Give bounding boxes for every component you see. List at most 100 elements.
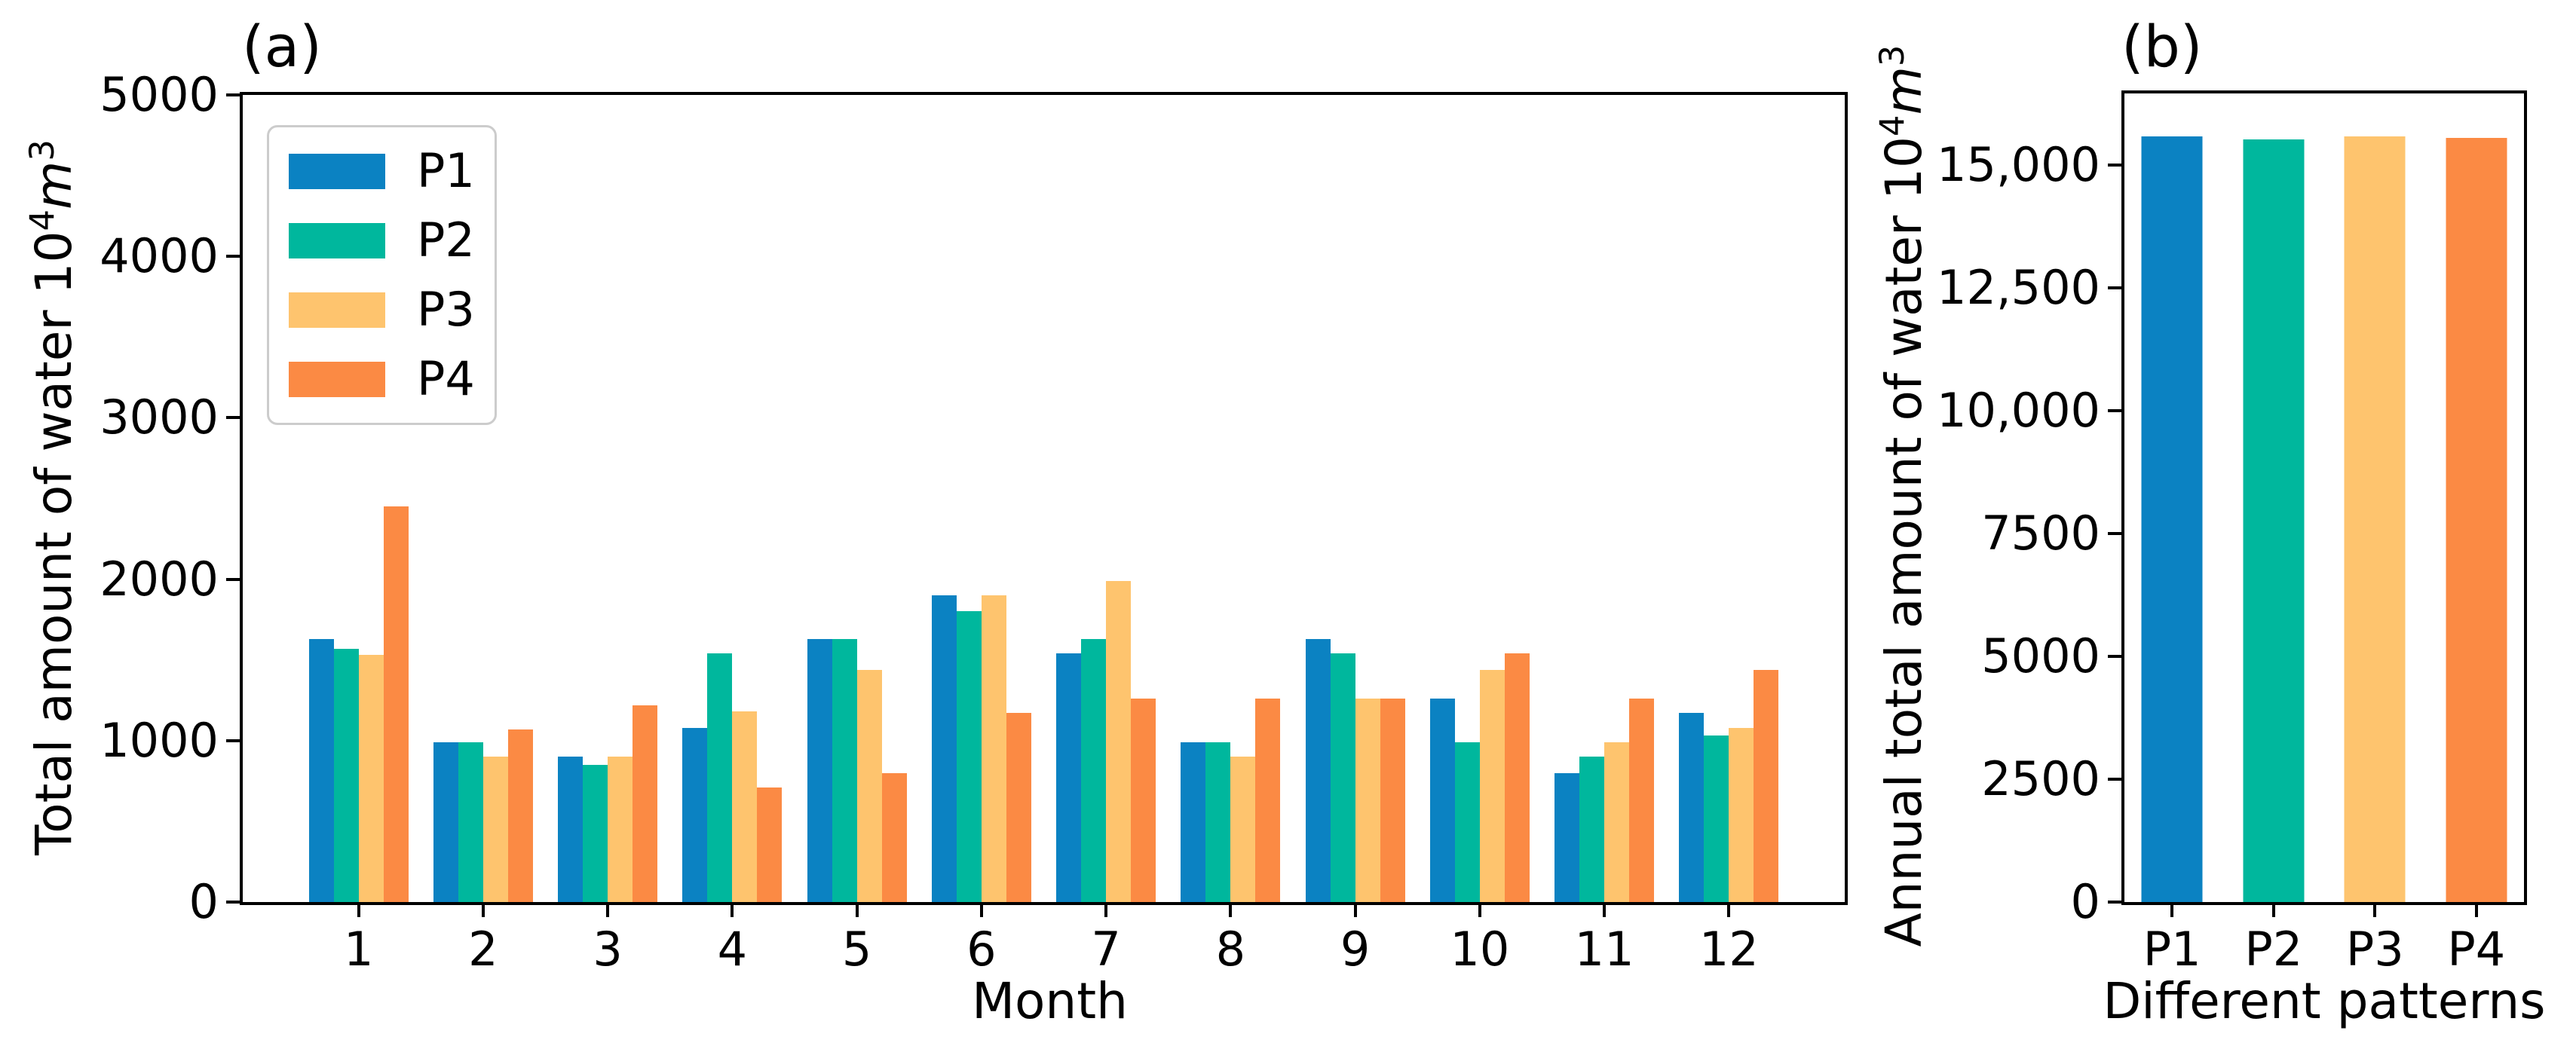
legend-label-p3: P3 (417, 282, 475, 337)
panel-b-xtick-label-P4: P4 (2447, 922, 2506, 977)
panel-a-xtick-6 (979, 902, 983, 917)
panel-a-bar-group-9 (1305, 95, 1405, 902)
bar-panel-a-month4-p2 (707, 653, 733, 902)
panel-b-ytick-2500 (2108, 777, 2124, 781)
bar-panel-b-annual-p1 (2141, 136, 2203, 902)
panel-a-xtick-label-4: 4 (717, 922, 748, 977)
panel-a-ytick-label-4000: 4000 (100, 228, 219, 284)
bar-panel-a-month12-p4 (1754, 669, 1779, 902)
bar-panel-a-month11-p4 (1629, 699, 1655, 902)
panel-b-ytick-label-2500: 2500 (1981, 751, 2100, 806)
bar-panel-b-annual-p2 (2243, 139, 2305, 902)
panel-a-bar-group-1 (308, 95, 409, 902)
bar-panel-a-month6-p2 (956, 611, 982, 902)
bar-panel-a-month6-p3 (981, 595, 1006, 902)
bar-panel-a-month9-p2 (1330, 653, 1355, 902)
panel-a-xtick-label-5: 5 (841, 922, 872, 977)
panel-a-xtick-4 (731, 902, 734, 917)
bar-panel-a-month2-p4 (507, 729, 533, 902)
panel-b-ytick-0 (2108, 901, 2124, 904)
legend-swatch-p3 (289, 292, 385, 328)
panel-a-bar-group-8 (1181, 95, 1281, 902)
panel-b-ytick-label-0: 0 (2070, 874, 2100, 929)
bar-panel-a-month8-p4 (1255, 699, 1281, 902)
panel-a-ytick-label-0: 0 (188, 874, 219, 929)
panel-b-ytick-7500 (2108, 531, 2124, 535)
panel-a-ytick-4000 (226, 255, 243, 258)
panel-a-xtick-label-2: 2 (468, 922, 498, 977)
panel-a-ytick-1000 (226, 739, 243, 742)
panel-b-ytick-15000 (2108, 163, 2124, 167)
panel-b-bar-group-P2 (2243, 93, 2305, 902)
bar-panel-a-month6-p4 (1006, 713, 1031, 902)
panel-a-ylabel-unit-exponent: 4 (22, 209, 62, 231)
panel-a-bar-group-6 (931, 95, 1031, 902)
panel-a-xtick-7 (1104, 902, 1108, 917)
panel-a-ytick-3000 (226, 416, 243, 420)
bar-panel-a-month10-p1 (1429, 699, 1455, 902)
bar-panel-a-month10-p4 (1504, 653, 1530, 902)
panel-a-ytick-2000 (226, 577, 243, 581)
panel-a-ylabel-text: Total amount of water (25, 294, 83, 855)
panel-a-xtick-label-7: 7 (1091, 922, 1121, 977)
bar-panel-a-month12-p1 (1679, 713, 1705, 902)
panel-a-xlabel: Month (972, 972, 1128, 1030)
panel-b-xtick-P3 (2373, 902, 2377, 917)
legend-swatch-p2 (289, 222, 385, 258)
panel-b-ylabel-unit-base: 10 (1875, 136, 1933, 200)
bar-panel-a-month5-p3 (856, 669, 882, 902)
panel-b-ylabel-unit-exponent: 4 (1872, 115, 1912, 136)
bar-panel-a-month1-p2 (333, 648, 359, 902)
panel-b-ytick-label-7500: 7500 (1981, 505, 2100, 561)
panel-a-ytick-5000 (226, 93, 243, 96)
panel-a-ylabel-var-exponent: 3 (22, 139, 62, 161)
panel-a-ytick-0 (226, 901, 243, 904)
panel-a-xtick-label-6: 6 (966, 922, 997, 977)
legend-item-p4: P4 (289, 344, 475, 414)
panel-a-ytick-label-1000: 1000 (100, 712, 219, 768)
panel-a-ylabel: Total amount of water 104m3 (22, 139, 83, 855)
panel-a-xtick-label-10: 10 (1450, 922, 1510, 977)
bar-panel-a-month9-p1 (1305, 638, 1331, 902)
panel-b-bar-group-P1 (2141, 93, 2203, 902)
bar-panel-a-month9-p3 (1355, 699, 1380, 902)
bar-panel-b-annual-p4 (2446, 137, 2507, 902)
bar-panel-b-annual-p3 (2344, 136, 2406, 902)
panel-a-xtick-label-1: 1 (343, 922, 374, 977)
bar-panel-a-month2-p2 (458, 742, 483, 902)
bar-panel-a-month2-p1 (433, 742, 458, 902)
legend-item-p3: P3 (289, 275, 475, 344)
panel-b-xtick-P4 (2474, 902, 2478, 917)
legend-label-p4: P4 (417, 351, 475, 406)
panel-a-xtick-11 (1603, 902, 1607, 917)
bar-panel-a-month10-p2 (1454, 742, 1480, 902)
panel-b-ylabel: Annual total amount of water 104m3 (1872, 45, 1933, 947)
panel-a-bar-group-4 (682, 95, 783, 902)
panel-a-ylabel-unit-base: 10 (25, 231, 83, 295)
bar-panel-a-month7-p1 (1056, 653, 1082, 902)
bar-panel-a-month7-p4 (1131, 699, 1156, 902)
bar-panel-a-month8-p2 (1205, 742, 1231, 902)
bar-panel-a-month2-p3 (482, 757, 508, 902)
panel-b-ylabel-text: Annual total amount of water (1875, 199, 1933, 947)
panel-a-xtick-label-8: 8 (1215, 922, 1246, 977)
panel-b-xtick-label-P3: P3 (2345, 922, 2404, 977)
bar-panel-a-month8-p3 (1230, 757, 1256, 902)
panel-b-ytick-label-15000: 15,000 (1937, 136, 2100, 192)
bar-panel-a-month5-p1 (807, 638, 832, 902)
panel-a-xtick-12 (1727, 902, 1731, 917)
panel-a-bar-group-11 (1554, 95, 1655, 902)
panel-b-xtick-P1 (2170, 902, 2174, 917)
panel-a-xtick-10 (1478, 902, 1481, 917)
panel-b-bar-group-P3 (2344, 93, 2406, 902)
panel-a-xtick-label-3: 3 (593, 922, 623, 977)
panel-b-ytick-label-5000: 5000 (1981, 628, 2100, 683)
bar-panel-a-month4-p3 (732, 711, 758, 902)
bar-panel-a-month4-p4 (757, 787, 783, 902)
panel-a-xtick-2 (481, 902, 485, 917)
panel-a-ytick-label-2000: 2000 (100, 551, 219, 607)
panel-b-ytick-label-10000: 10,000 (1937, 382, 2100, 438)
panel-a-bar-group-3 (558, 95, 658, 902)
panel-b-xtick-label-P2: P2 (2244, 922, 2303, 977)
